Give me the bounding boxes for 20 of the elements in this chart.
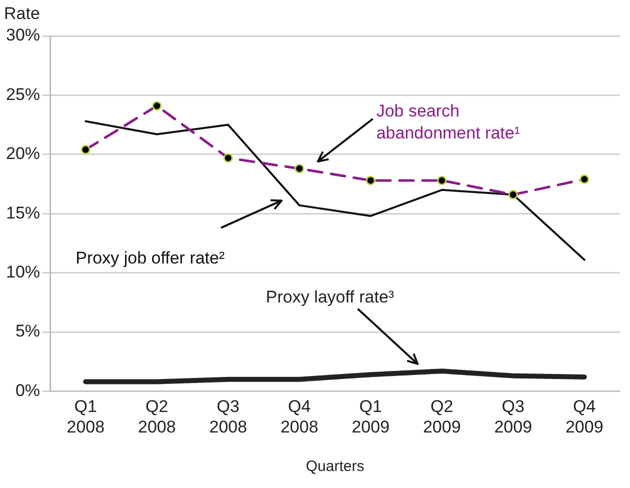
y-tick-label: 5% <box>15 322 40 341</box>
y-tick-label: 0% <box>15 380 40 400</box>
x-axis-title: Quarters <box>306 458 364 476</box>
y-tick-label: 20% <box>6 144 40 164</box>
y-tick-label: 30% <box>6 26 40 45</box>
text: Proxy layoff rate³ <box>266 288 394 307</box>
y-tick-label: 25% <box>6 84 40 104</box>
x-tick-label: Q3 2008 <box>209 397 248 436</box>
x-tick-label: Q4 2009 <box>565 397 604 436</box>
x-tick-label: Q2 2009 <box>422 397 461 436</box>
y-tick-label: 10% <box>6 262 40 282</box>
text: Proxy job offer rate² <box>76 248 225 268</box>
x-tick-label: Q1 2009 <box>352 397 390 436</box>
x-tick-label: Q1 2008 <box>66 397 105 436</box>
x-tick-label: Q3 2009 <box>494 397 532 436</box>
y-axis-title: Rate <box>4 4 40 24</box>
x-tick-label: Q4 2008 <box>280 397 318 436</box>
x-tick-label: Q2 2008 <box>138 397 176 436</box>
text: Job search abandonment rate¹ <box>376 102 520 143</box>
y-tick-label: 15% <box>6 203 40 222</box>
